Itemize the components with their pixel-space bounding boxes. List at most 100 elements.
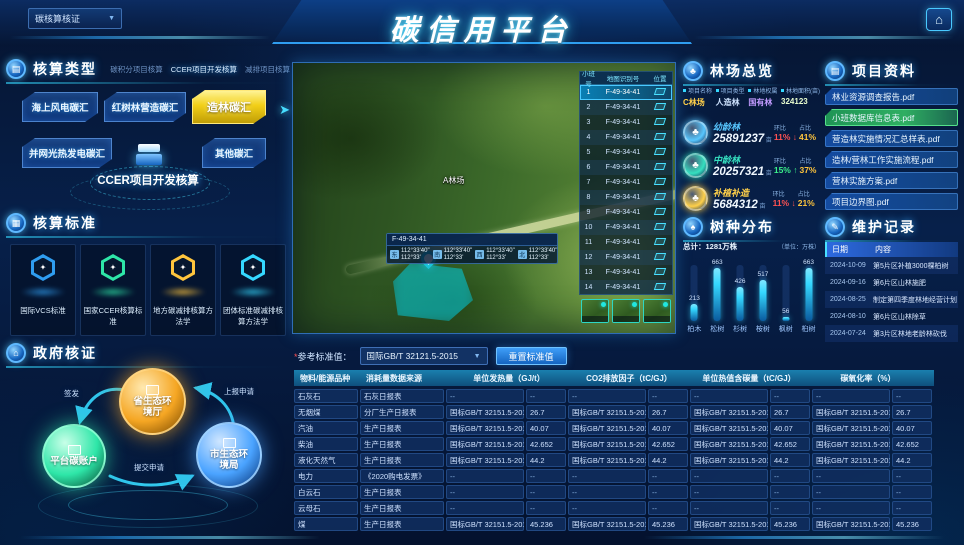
maintenance-row-2[interactable]: 2024-08-25 制定第四季度林地经营计划 [825, 291, 958, 308]
gov-node-province[interactable]: 省生态环境厅 [119, 368, 186, 435]
standard-select-cell[interactable]: -- [446, 501, 524, 515]
polygon-icon[interactable] [653, 88, 667, 95]
document-item-0[interactable]: 林业资源调查报告.pdf [825, 88, 958, 105]
parcel-row[interactable]: 8 F-49-34-41 [580, 190, 672, 205]
document-item-4[interactable]: 营林实施方案.pdf [825, 172, 958, 189]
gov-node-platform[interactable]: 平台碳账户 [42, 424, 106, 488]
standard-select-cell[interactable]: 国标GB/T 32151.5-2015... [446, 517, 524, 531]
standard-select-cell[interactable]: -- [812, 469, 890, 483]
standard-card-1[interactable]: ✦ 国家CCER核算标准 [80, 244, 146, 336]
map-thumbnail[interactable] [612, 299, 640, 323]
parcel-row[interactable]: 6 F-49-34-41 [580, 160, 672, 175]
standard-select-cell[interactable]: -- [690, 469, 768, 483]
standard-select-cell[interactable]: 国标GB/T 32151.5-2015...▼ [690, 405, 768, 419]
home-button[interactable]: ⌂ [926, 8, 952, 31]
standard-select-cell[interactable]: 国标GB/T 32151.5-2015... [690, 421, 768, 435]
satellite-map[interactable]: A林场 F-49-34-41 东 112°33'40" 112°33' 南 112°33… [292, 62, 676, 334]
type-button-1[interactable]: 红树林营造碳汇 [104, 92, 186, 122]
standard-select-cell[interactable]: 国标GB/T 32151.5-2015... [446, 421, 524, 435]
parcel-row[interactable]: 7 F-49-34-41 [580, 175, 672, 190]
document-item-1[interactable]: 小班数据库信息表.pdf [825, 109, 958, 126]
standard-card-3[interactable]: ✦ 团体标准碳减排核算方法学 [220, 244, 286, 336]
standard-select-cell[interactable]: -- [690, 501, 768, 515]
standard-select-cell[interactable]: -- [812, 485, 890, 499]
document-item-5[interactable]: 项目边界图.pdf [825, 193, 958, 210]
standard-select-cell[interactable]: 国标GB/T 32151.5-2015...▼ [812, 405, 890, 419]
document-item-2[interactable]: 营造林实施情况汇总样表.pdf [825, 130, 958, 147]
parcel-row[interactable]: 4 F-49-34-41 [580, 130, 672, 145]
polygon-icon[interactable] [653, 253, 667, 260]
link-reduction-accounting[interactable]: 减排项目核算 [245, 64, 290, 74]
standard-select-cell[interactable]: 国标GB/T 32151.5-2015... [568, 421, 646, 435]
parcel-row[interactable]: 5 F-49-34-41 [580, 145, 672, 160]
standard-select-cell[interactable]: 国标GB/T 32151.5-2015... [812, 437, 890, 451]
standard-card-2[interactable]: ✦ 地方碳减排核算方法学 [150, 244, 216, 336]
map-thumbnail[interactable] [581, 299, 609, 323]
parcel-row[interactable]: 14 F-49-34-41 [580, 280, 672, 295]
standard-select-cell[interactable]: 国标GB/T 32151.5-2015... [812, 517, 890, 531]
standard-select-cell[interactable]: -- [568, 389, 646, 403]
polygon-icon[interactable] [653, 193, 667, 200]
polygon-icon[interactable] [653, 283, 667, 290]
standard-card-0[interactable]: ✦ 国际VCS标准 [10, 244, 76, 336]
polygon-icon[interactable] [653, 118, 667, 125]
map-parcel-polygon[interactable] [393, 263, 473, 321]
gov-node-city[interactable]: 市生态环境局 [196, 422, 262, 488]
parcel-row[interactable]: 13 F-49-34-41 [580, 265, 672, 280]
parcel-row[interactable]: 11 F-49-34-41 [580, 235, 672, 250]
standard-select-cell[interactable]: 国标GB/T 32151.5-2015... [568, 517, 646, 531]
maintenance-row-4[interactable]: 2024-07-24 第3片区林地老龄林砍伐 [825, 325, 958, 342]
reset-standard-button[interactable]: 重置标准值 [495, 347, 567, 365]
maintenance-row-1[interactable]: 2024-09-16 第6片区山林施肥 [825, 274, 958, 291]
parcel-row[interactable]: 12 F-49-34-41 [580, 250, 672, 265]
polygon-icon[interactable] [653, 208, 667, 215]
link-credit-accounting[interactable]: 碳积分项目核算 [110, 64, 163, 74]
standard-select-cell[interactable]: 国标GB/T 32151.5-2015... [690, 453, 768, 467]
standard-select-cell[interactable]: 国标GB/T 32151.5-2015...▼ [568, 405, 646, 419]
standard-select-cell[interactable]: -- [568, 485, 646, 499]
maintenance-row-0[interactable]: 2024-10-09 第5片区补植3000棵柏树 [825, 257, 958, 274]
type-button-2[interactable]: 造林碳汇 [192, 90, 266, 124]
standard-select-cell[interactable]: 国标GB/T 32151.5-2015... [690, 517, 768, 531]
polygon-icon[interactable] [653, 223, 667, 230]
ref-standard-select[interactable]: 国际GB/T 32121.5-2015 ▼ [359, 347, 488, 365]
standard-select-cell[interactable]: 国标GB/T 32151.5-2015... [812, 453, 890, 467]
polygon-icon[interactable] [653, 163, 667, 170]
type-button-3[interactable]: 并网光热发电碳汇 [22, 138, 112, 168]
standard-select-cell[interactable]: 国标GB/T 32151.5-2015... [446, 453, 524, 467]
standard-select-cell[interactable]: -- [690, 485, 768, 499]
parcel-row[interactable]: 3 F-49-34-41 [580, 115, 672, 130]
standard-select-cell[interactable]: -- [446, 469, 524, 483]
standard-select-cell[interactable]: -- [568, 501, 646, 515]
standard-select-cell[interactable]: 国标GB/T 32151.5-2015... [568, 453, 646, 467]
link-ccer-accounting[interactable]: CCER项目开发核算 [170, 64, 237, 74]
standard-select-cell[interactable]: 国标GB/T 32151.5-2015... [690, 437, 768, 451]
map-thumbnail[interactable] [643, 299, 671, 323]
standard-select-cell[interactable]: -- [690, 389, 768, 403]
standard-select-cell[interactable]: -- [446, 389, 524, 403]
polygon-icon[interactable] [653, 178, 667, 185]
standard-select-cell[interactable]: -- [446, 485, 524, 499]
standard-select-cell[interactable]: 国标GB/T 32151.5-2015... [812, 421, 890, 435]
standard-select-cell[interactable]: -- [568, 469, 646, 483]
type-button-0[interactable]: 海上风电碳汇 [22, 92, 98, 122]
standard-select-cell[interactable]: -- [812, 389, 890, 403]
mode-select[interactable]: 碳核算核证 ▼ [28, 8, 122, 29]
value-cell: 45.236 [892, 517, 932, 531]
standard-select-cell[interactable]: 国标GB/T 32151.5-2015... [446, 437, 524, 451]
standard-select-cell[interactable]: -- [812, 501, 890, 515]
type-button-4[interactable]: 其他碳汇 [202, 138, 266, 168]
polygon-icon[interactable] [653, 133, 667, 140]
parcel-row[interactable]: 9 F-49-34-41 [580, 205, 672, 220]
parcel-row[interactable]: 10 F-49-34-41 [580, 220, 672, 235]
standard-select-cell[interactable]: 国标GB/T 32151.5-2015... [568, 437, 646, 451]
polygon-icon[interactable] [653, 268, 667, 275]
polygon-icon[interactable] [653, 148, 667, 155]
maintenance-row-3[interactable]: 2024-08-10 第6片区山林除草 [825, 308, 958, 325]
document-item-3[interactable]: 造林/营林工作实施流程.pdf [825, 151, 958, 168]
parcel-row[interactable]: 2 F-49-34-41 [580, 100, 672, 115]
polygon-icon[interactable] [653, 103, 667, 110]
standard-select-cell[interactable]: 国标GB/T 32151.5-2015...▼ [446, 405, 524, 419]
parcel-row[interactable]: 1 F-49-34-41 [580, 85, 672, 100]
polygon-icon[interactable] [653, 238, 667, 245]
